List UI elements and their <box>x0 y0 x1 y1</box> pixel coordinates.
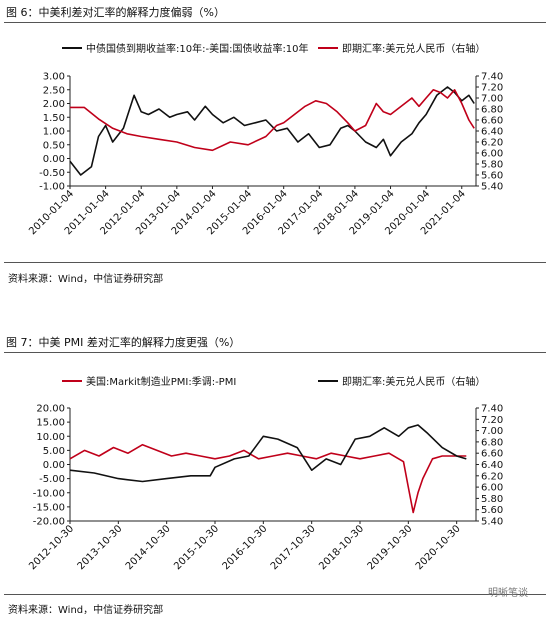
y-tick-label-right: 7.00 <box>481 426 503 437</box>
chart-7-svg: 20.00 15.00 10.00 5.00 0.00 -5.00 -10.00 -15.00… <box>27 375 503 572</box>
legend-label-0: 美国:Markit制造业PMI:季调:-PMI <box>86 375 236 388</box>
figure-6: 图 6：中美利差对汇率的解释力度偏弱（%） 3.00 2.50 2.00 1.50 1.… <box>0 0 550 300</box>
figure-6-source: 资料来源：Wind，中信证券研究部 <box>8 274 164 285</box>
y-tick-label-left: -20.00 <box>33 517 65 528</box>
y-tick-label-right: 6.60 <box>481 116 503 127</box>
y-tick-label-left: 2.00 <box>43 99 65 110</box>
series-line-0 <box>69 86 475 176</box>
figure-6-bottom-rule <box>4 262 546 263</box>
y-tick-label-right: 7.40 <box>481 404 503 415</box>
x-tick-label: 2016-10-30 <box>221 523 270 572</box>
y-tick-label-right: 6.80 <box>481 105 503 116</box>
y-tick-label-right: 7.00 <box>481 94 503 105</box>
legend-label-1: 即期汇率:美元兑人民币（右轴） <box>342 375 485 388</box>
y-tick-label-right: 6.20 <box>481 138 503 149</box>
figure-7: 图 7：中美 PMI 差对汇率的解释力度更强（%） 20.00 15.00 10.0… <box>0 330 550 623</box>
y-tick-label-left: -10.00 <box>33 488 65 499</box>
y-tick-label-right: 7.40 <box>481 72 503 83</box>
figure-6-top-rule <box>4 22 546 23</box>
y-tick-label-left: -1.00 <box>39 182 65 193</box>
y-tick-label-left: 15.00 <box>36 418 65 429</box>
series-line-1 <box>69 424 467 483</box>
y-tick-label-left: 3.00 <box>43 72 65 83</box>
y-tick-label-right: 6.60 <box>481 449 503 460</box>
y-tick-label-left: 5.00 <box>43 446 65 457</box>
legend-label-1: 即期汇率:美元兑人民币（右轴） <box>342 42 485 55</box>
y-tick-label-right: 5.60 <box>481 171 503 182</box>
x-tick-label: 2019-10-30 <box>366 523 415 572</box>
y-tick-label-right: 6.80 <box>481 437 503 448</box>
x-tick-label: 2015-10-30 <box>172 523 221 572</box>
y-tick-label-left: 1.00 <box>43 127 65 138</box>
chart-6-svg: 3.00 2.50 2.00 1.50 1.00 0.50 0.00 -0.50 -1.00 7.… <box>27 42 503 237</box>
y-tick-label-right: 6.40 <box>481 460 503 471</box>
series-line-1 <box>70 88 475 152</box>
figure-7-title: 图 7：中美 PMI 差对汇率的解释力度更强（%） <box>6 336 241 349</box>
watermark-text: 明晰笔谈 <box>488 588 528 599</box>
y-tick-label-right: 5.80 <box>481 494 503 505</box>
x-tick-label: 2018-10-30 <box>317 523 366 572</box>
y-tick-label-right: 7.20 <box>481 415 503 426</box>
y-tick-label-left: -15.00 <box>33 502 65 513</box>
y-tick-label-left: 0.00 <box>43 460 65 471</box>
y-tick-label-right: 6.00 <box>481 483 503 494</box>
x-tick-label: 2013-10-30 <box>76 523 125 572</box>
figure-7-top-rule <box>4 352 546 353</box>
legend-label-0: 中债国债到期收益率:10年:-美国:国债收益率:10年 <box>86 42 309 55</box>
y-tick-label-right: 7.20 <box>481 83 503 94</box>
y-tick-label-left: 1.50 <box>43 113 65 124</box>
figure-7-source: 资料来源：Wind，中信证券研究部 <box>8 605 164 616</box>
y-tick-label-right: 6.20 <box>481 471 503 482</box>
series-line-0 <box>69 443 467 514</box>
y-tick-label-right: 5.40 <box>481 182 503 193</box>
figure-6-title: 图 6：中美利差对汇率的解释力度偏弱（%） <box>6 6 225 19</box>
y-tick-label-right: 5.60 <box>481 505 503 516</box>
figure-7-bottom-rule <box>4 594 546 595</box>
y-tick-label-left: 2.50 <box>43 85 65 96</box>
y-tick-label-left: 0.50 <box>43 140 65 151</box>
x-tick-label: 2012-10-30 <box>27 523 76 572</box>
y-tick-label-right: 6.00 <box>481 149 503 160</box>
y-tick-label-left: -0.50 <box>39 168 65 179</box>
x-tick-label: 2014-10-30 <box>124 523 173 572</box>
y-tick-label-left: 10.00 <box>36 432 65 443</box>
x-tick-label: 2020-10-30 <box>414 523 463 572</box>
y-tick-label-left: 0.00 <box>43 154 65 165</box>
y-tick-label-right: 5.40 <box>481 517 503 528</box>
y-tick-label-left: -5.00 <box>39 474 65 485</box>
y-tick-label-left: 20.00 <box>36 404 65 415</box>
x-tick-label: 2017-10-30 <box>269 523 318 572</box>
y-tick-label-right: 5.80 <box>481 160 503 171</box>
y-tick-label-right: 6.40 <box>481 127 503 138</box>
